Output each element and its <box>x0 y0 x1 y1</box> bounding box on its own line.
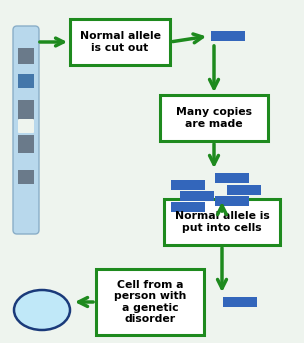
FancyBboxPatch shape <box>164 199 280 245</box>
Text: Normal allele
is cut out: Normal allele is cut out <box>80 31 161 53</box>
Bar <box>18 135 34 153</box>
Bar <box>18 74 34 88</box>
Bar <box>180 191 214 201</box>
Bar <box>227 185 261 195</box>
Text: Many copies
are made: Many copies are made <box>176 107 252 129</box>
Text: Cell from a
person with
a genetic
disorder: Cell from a person with a genetic disord… <box>114 280 186 324</box>
Bar <box>211 31 245 41</box>
Bar <box>215 196 249 206</box>
Bar <box>18 170 34 184</box>
Text: Normal allele is
put into cells: Normal allele is put into cells <box>174 211 269 233</box>
Bar <box>171 180 205 190</box>
Bar <box>223 297 257 307</box>
Bar <box>18 100 34 122</box>
FancyBboxPatch shape <box>96 269 204 335</box>
Bar <box>171 202 205 212</box>
FancyBboxPatch shape <box>70 19 170 65</box>
FancyBboxPatch shape <box>18 119 34 133</box>
Bar <box>215 173 249 183</box>
Bar <box>18 48 34 64</box>
FancyBboxPatch shape <box>160 95 268 141</box>
Ellipse shape <box>14 290 70 330</box>
FancyBboxPatch shape <box>13 26 39 234</box>
